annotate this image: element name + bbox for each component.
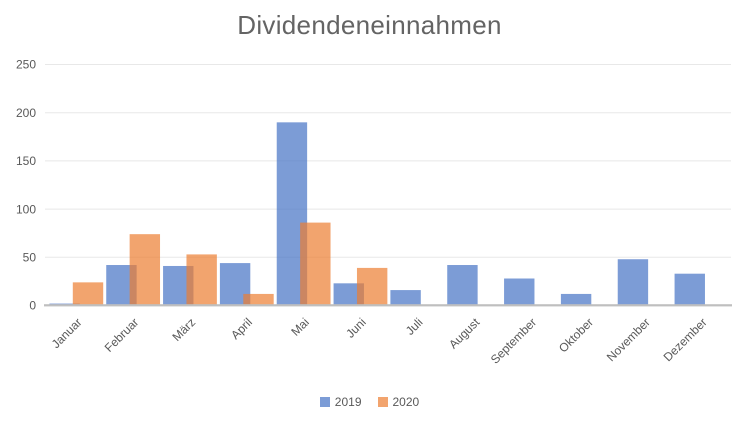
bar-2019-november xyxy=(617,259,649,306)
legend-label-2019: 2019 xyxy=(334,395,362,409)
x-tick-label-november: November xyxy=(604,315,653,364)
x-tick-label-august: August xyxy=(446,315,483,352)
bar-2019-august xyxy=(447,265,478,306)
legend-item-2020: 2020 xyxy=(377,395,420,409)
x-tick-label-september: September xyxy=(488,315,539,366)
x-tick-label-oktober: Oktober xyxy=(556,315,596,355)
chart-legend: 2019 2020 xyxy=(0,395,739,409)
legend-item-2019: 2019 xyxy=(319,395,362,409)
bar-2020-april xyxy=(243,293,274,306)
bar-2020-mai xyxy=(300,222,331,306)
bar-2020-januar xyxy=(72,282,104,306)
x-tick-label-april: April xyxy=(228,315,255,342)
y-tick-label-0: 0 xyxy=(29,299,36,313)
x-axis-line xyxy=(44,304,732,307)
y-tick-label-250: 250 xyxy=(16,58,36,72)
bar-2019-september xyxy=(504,278,535,306)
x-tick-label-februar: Februar xyxy=(102,315,142,355)
x-tick-label-dezember: Dezember xyxy=(661,315,710,364)
bar-2019-dezember xyxy=(674,273,705,306)
legend-swatch-2019 xyxy=(319,397,330,407)
chart-title: Dividendeneinnahmen xyxy=(237,10,502,40)
bar-2019-juni xyxy=(333,283,364,306)
legend-label-2020: 2020 xyxy=(392,395,420,409)
bar-2020-juni xyxy=(356,267,388,306)
x-tick-label-mai: Mai xyxy=(288,315,312,339)
y-tick-label-200: 200 xyxy=(16,106,36,120)
y-tick-label-50: 50 xyxy=(23,251,37,265)
x-tick-label-juli: Juli xyxy=(403,315,426,338)
x-tick-label-juni: Juni xyxy=(343,315,368,340)
bar-2020-februar xyxy=(129,234,161,306)
bar-2019-oktober xyxy=(560,293,592,306)
x-tick-label-januar: Januar xyxy=(49,315,85,351)
legend-swatch-2020 xyxy=(377,397,388,407)
bar-2019-juli xyxy=(390,290,421,306)
bar-2020-marz xyxy=(186,254,217,306)
y-tick-label-150: 150 xyxy=(16,154,36,168)
y-tick-label-100: 100 xyxy=(16,202,36,216)
x-tick-label-marz: März xyxy=(169,315,198,344)
